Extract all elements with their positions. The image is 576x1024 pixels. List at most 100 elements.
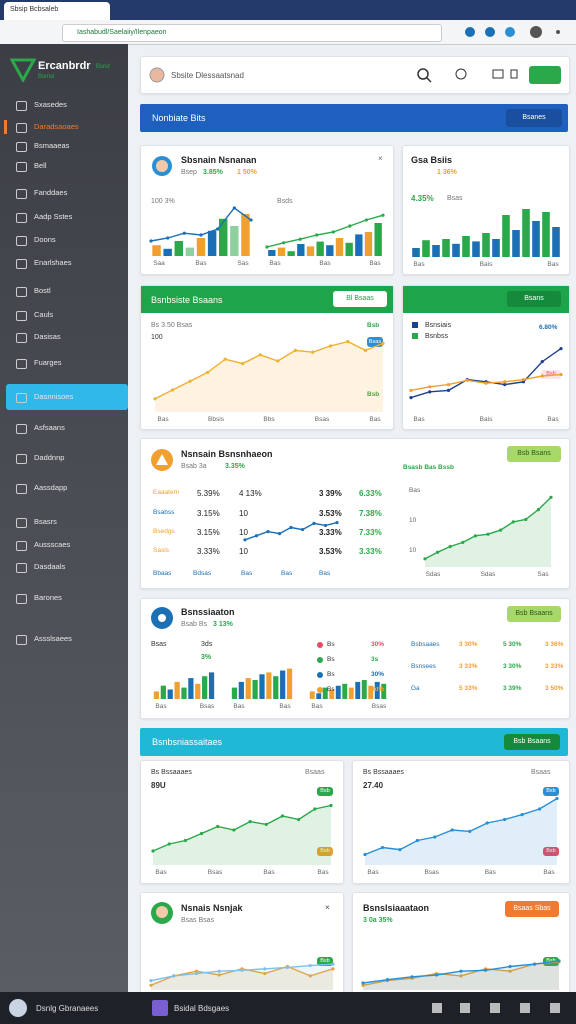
x-label: Bas	[367, 869, 379, 876]
sidebar-item[interactable]: Daradsaoaes	[34, 122, 79, 131]
sidebar-item[interactable]: Fuarges	[34, 358, 62, 367]
point	[206, 370, 210, 374]
sidebar-item[interactable]: Cauls	[34, 310, 54, 319]
url-field[interactable]: Iashabudl/Saelaiiy/Ilenpaeon	[62, 24, 442, 42]
search[interactable]: Sbsite Dlessaatsnad	[171, 71, 244, 80]
footer-label: Bbaas	[153, 570, 172, 577]
card: Bsans Bsnsiais Bsnbss 6.80% Bsb Bas Bais B…	[402, 285, 570, 430]
table-cell: 3 33%	[545, 663, 564, 670]
card-action[interactable]: Bsb Bsans	[507, 446, 561, 462]
sidebar-item[interactable]: Dasisas	[34, 332, 61, 341]
x-label: Bas	[369, 416, 381, 423]
close[interactable]: ×	[378, 154, 383, 163]
x-label: Saa	[153, 260, 165, 267]
banner-title: Nonbiate Bits	[152, 113, 206, 123]
sidebar-item[interactable]: Barones	[34, 593, 62, 602]
table-cell: 3 39%	[503, 685, 522, 692]
close[interactable]: ×	[325, 903, 330, 912]
kpi: 3 13%	[213, 621, 233, 628]
sidebar-item[interactable]: Doons	[34, 235, 56, 244]
point	[465, 378, 469, 382]
sidebar-item[interactable]: Aadp Sstes	[34, 212, 73, 221]
bar	[153, 691, 160, 699]
point	[331, 962, 335, 966]
bar	[316, 241, 324, 256]
card: Bsnslsiaaataon 3 0a 35% Bsaas Sbas Bsb	[352, 892, 570, 1004]
point	[149, 239, 153, 243]
point	[188, 379, 192, 383]
point	[263, 967, 267, 971]
bar	[472, 241, 480, 257]
sidebar-item[interactable]: Bostl	[34, 286, 51, 295]
bar	[502, 215, 510, 257]
point	[381, 213, 385, 217]
tab[interactable]: Sbsip Bcbsaleb	[4, 2, 110, 20]
point	[486, 532, 490, 536]
sidebar-item[interactable]: Sxasedes	[34, 100, 67, 109]
point	[297, 817, 301, 822]
point	[381, 341, 385, 345]
point	[266, 530, 270, 534]
tag: Bsb	[367, 391, 380, 398]
sidebar-item[interactable]: Bell	[34, 161, 47, 170]
header-button[interactable]	[529, 66, 561, 84]
sidebar-item[interactable]: Dasdaals	[34, 562, 66, 571]
bar	[381, 683, 387, 699]
sidebar-item[interactable]: Asfsaans	[34, 423, 65, 432]
point	[194, 969, 199, 973]
banner-action[interactable]: Bsanes	[506, 109, 562, 127]
x-label: Bas	[547, 416, 559, 423]
point	[232, 828, 236, 832]
point	[170, 388, 175, 392]
table-cell: 10	[239, 528, 248, 537]
point	[258, 353, 262, 357]
sidebar-item[interactable]: Dasnnisoes	[34, 392, 74, 401]
sidebar-item[interactable]: Daddnnp	[34, 453, 65, 462]
point	[380, 845, 385, 850]
x-label: Bsas	[372, 703, 387, 710]
card-action[interactable]: Bl Bsaas	[333, 291, 387, 307]
sidebar-icon	[16, 518, 27, 528]
point	[153, 397, 157, 401]
legend-name: Bs	[327, 671, 335, 678]
bar	[297, 244, 305, 256]
x-label: Bas	[157, 416, 169, 423]
sidebar-icon	[16, 123, 27, 133]
point	[428, 390, 432, 394]
sidebar-item[interactable]: Aassdapp	[34, 483, 68, 492]
x-label: Bas	[269, 260, 281, 267]
brand-badge: Bsnd	[96, 64, 110, 70]
taskbar-text: Dsnlg Gbranaees	[36, 1004, 99, 1013]
legend-dot	[317, 672, 323, 678]
sidebar-item[interactable]: Enarlshaes	[34, 258, 72, 267]
legend-value: 3s	[371, 656, 379, 663]
card-action[interactable]: Bsans	[507, 291, 561, 307]
point	[520, 813, 524, 817]
sidebar-icon	[16, 359, 27, 369]
sidebar-item[interactable]: Bsasrs	[34, 517, 57, 526]
sidebar-icon	[16, 213, 27, 223]
bar	[268, 250, 276, 256]
table-cell: 3.33%	[197, 547, 220, 556]
area	[363, 960, 559, 990]
point	[313, 807, 317, 811]
card-action[interactable]: Bsaas Sbas	[505, 901, 559, 917]
point	[555, 796, 559, 801]
card-action[interactable]: Bsb Bsaans	[507, 606, 561, 622]
table-cell: 10	[239, 509, 248, 518]
sidebar-item[interactable]: Aussscaes	[34, 540, 71, 549]
chart: Bas Bsas Bas Bas	[151, 803, 333, 876]
table-cell: 3 36%	[545, 641, 564, 648]
sidebar-item[interactable]: Assslsaees	[34, 634, 72, 643]
sidebar-item[interactable]: Bsmaaeas	[34, 141, 70, 150]
bar	[492, 239, 500, 257]
taskbar-app[interactable]: Bsidal Bdsgaes	[174, 1004, 230, 1013]
card-subtitle: Bsep	[181, 169, 197, 176]
banner-action[interactable]: Bsb Bsaans	[504, 734, 560, 750]
point	[446, 388, 451, 392]
sidebar-item[interactable]: Fanddaes	[34, 188, 68, 197]
x-label: Bsas	[200, 703, 215, 710]
bar	[329, 689, 335, 699]
bar	[335, 685, 341, 699]
point	[217, 973, 221, 977]
